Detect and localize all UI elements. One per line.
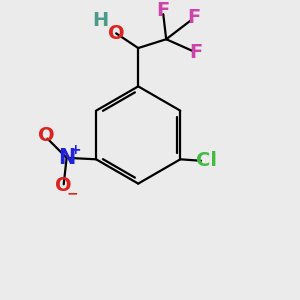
Text: Cl: Cl: [196, 151, 217, 170]
Text: H: H: [92, 11, 108, 30]
Text: F: F: [157, 1, 170, 20]
Text: +: +: [69, 142, 81, 157]
Text: O: O: [38, 126, 54, 145]
Text: O: O: [56, 176, 72, 195]
Text: −: −: [67, 186, 78, 200]
Text: N: N: [58, 148, 75, 168]
Text: F: F: [188, 8, 201, 27]
Text: O: O: [108, 24, 124, 43]
Text: F: F: [189, 43, 202, 62]
